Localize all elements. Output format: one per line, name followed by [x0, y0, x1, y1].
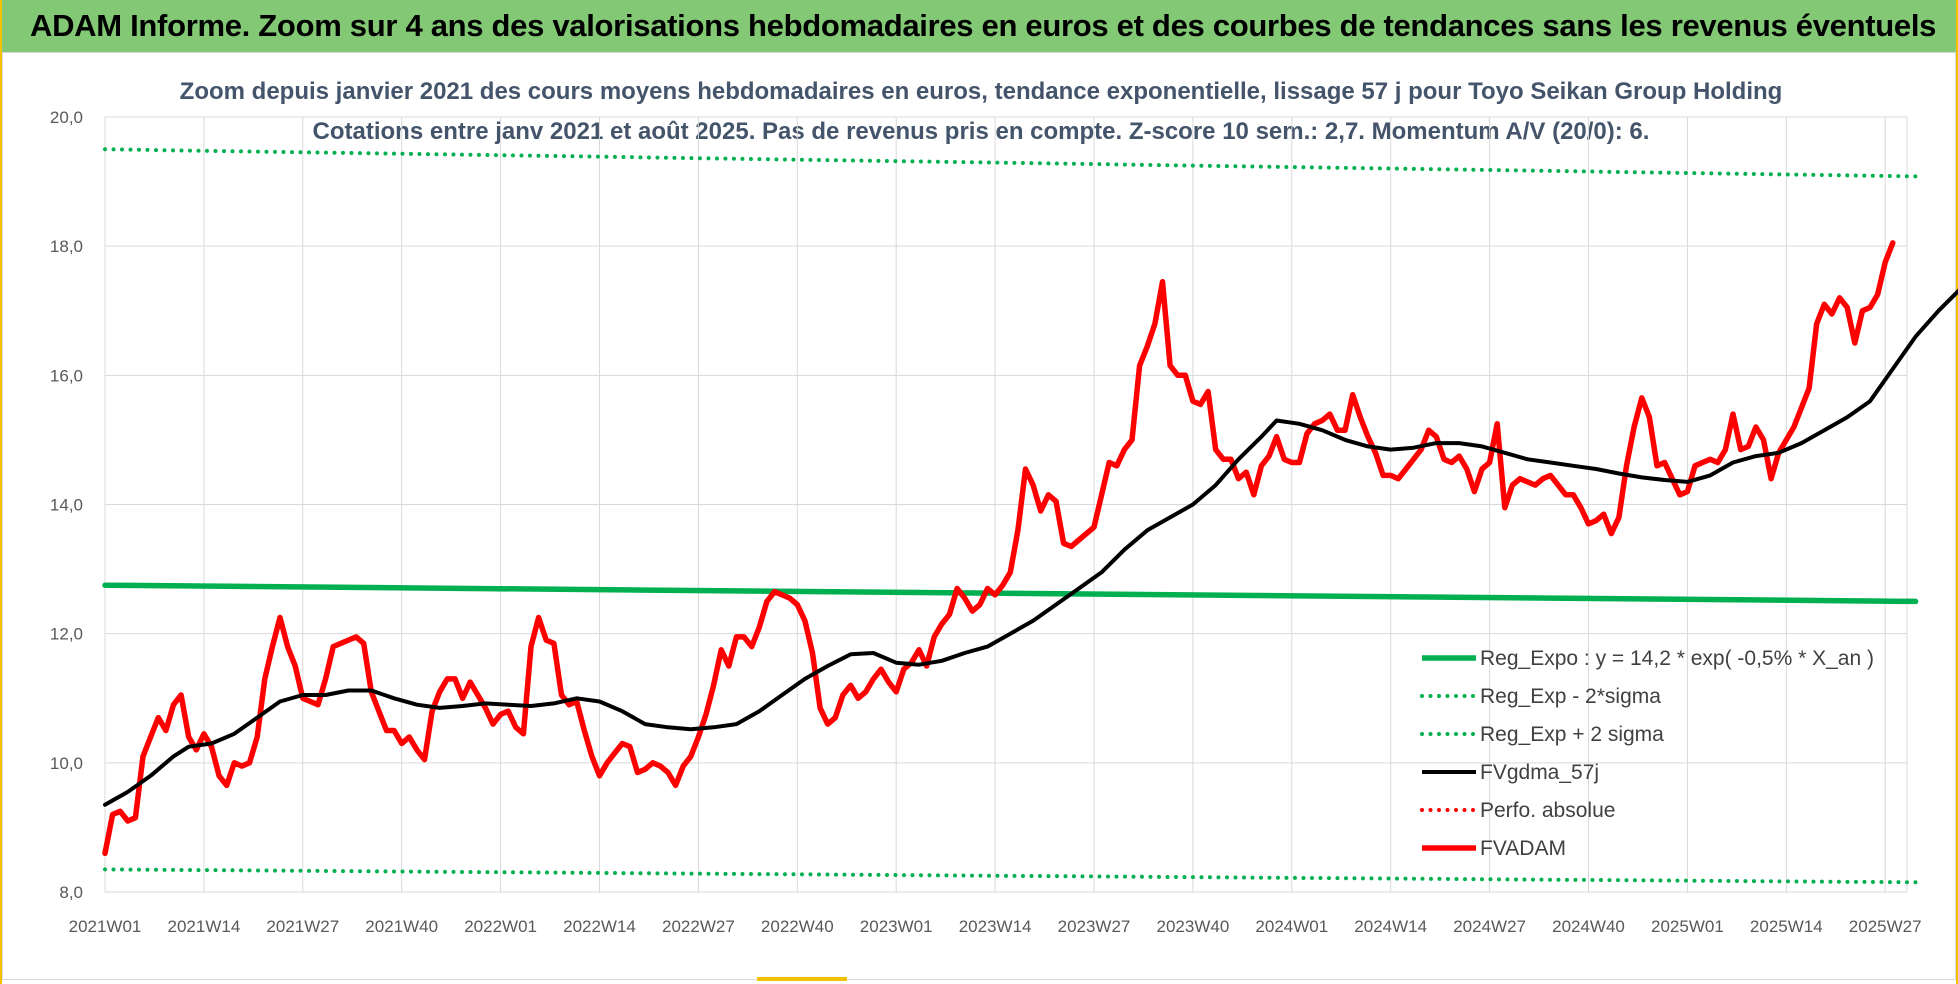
y-tick-label: 14,0 — [50, 496, 83, 515]
x-tick-label: 2021W27 — [266, 917, 339, 936]
chart-subtitle: Cotations entre janv 2021 et août 2025. … — [312, 118, 1650, 145]
series-line-reg — [103, 147, 1918, 179]
x-tick-label: 2022W01 — [464, 917, 537, 936]
x-tick-label: 2023W40 — [1157, 917, 1230, 936]
x-tick-label: 2021W14 — [168, 917, 241, 936]
x-tick-label: 2022W14 — [563, 917, 636, 936]
legend-label: Reg_Expo : y = 14,2 * exp( -0,5% * X_an … — [1480, 647, 1874, 670]
report-title: ADAM Informe. Zoom sur 4 ans des valoris… — [30, 8, 1937, 43]
x-tick-label: 2025W27 — [1849, 917, 1922, 936]
y-tick-label: 16,0 — [50, 366, 83, 385]
series-line-reg — [103, 867, 1918, 885]
x-tick-label: 2023W14 — [959, 917, 1032, 936]
series-line-fvadam — [102, 240, 1896, 857]
chart-title: Zoom depuis janvier 2021 des cours moyen… — [179, 78, 1783, 105]
x-tick-label: 2022W40 — [761, 917, 834, 936]
x-tick-label: 2025W01 — [1651, 917, 1724, 936]
legend-label: Reg_Exp + 2 sigma — [1480, 723, 1664, 746]
x-tick-label: 2022W27 — [662, 917, 735, 936]
legend-label: Reg_Exp - 2*sigma — [1480, 685, 1661, 708]
x-tick-label: 2021W01 — [69, 917, 142, 936]
y-tick-label: 18,0 — [50, 237, 83, 256]
chart-frame — [2, 52, 1956, 980]
x-tick-label: 2024W27 — [1453, 917, 1526, 936]
y-tick-label: 10,0 — [50, 754, 83, 773]
x-tick-label: 2024W14 — [1354, 917, 1427, 936]
bottom-accent-bar — [757, 977, 847, 981]
y-tick-label: 20,0 — [50, 108, 83, 127]
legend-label: FVgdma_57j — [1480, 761, 1599, 784]
x-tick-label: 2024W01 — [1255, 917, 1328, 936]
x-tick-label: 2024W40 — [1552, 917, 1625, 936]
x-tick-label: 2023W01 — [860, 917, 933, 936]
legend-label: Perfo. absolue — [1480, 799, 1615, 822]
series-line-reg — [102, 582, 1919, 605]
report-header: ADAM Informe. Zoom sur 4 ans des valoris… — [2, 0, 1956, 52]
series-line-fvgdma — [103, 288, 1958, 807]
legend-label: FVADAM — [1480, 837, 1566, 860]
y-tick-label: 12,0 — [50, 625, 83, 644]
x-tick-label: 2023W27 — [1058, 917, 1131, 936]
x-tick-label: 2025W14 — [1750, 917, 1823, 936]
x-tick-label: 2021W40 — [365, 917, 438, 936]
y-tick-label: 8,0 — [59, 883, 83, 902]
